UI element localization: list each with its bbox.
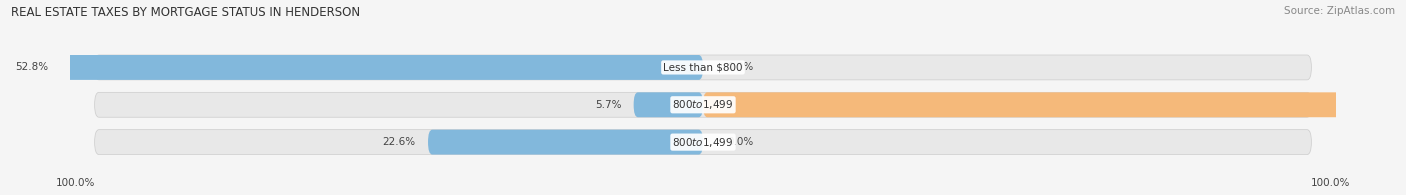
FancyBboxPatch shape	[703, 92, 1406, 117]
Text: Less than $800: Less than $800	[664, 62, 742, 73]
FancyBboxPatch shape	[634, 92, 703, 117]
Text: 52.8%: 52.8%	[15, 62, 48, 73]
Text: Source: ZipAtlas.com: Source: ZipAtlas.com	[1284, 6, 1395, 16]
Text: REAL ESTATE TAXES BY MORTGAGE STATUS IN HENDERSON: REAL ESTATE TAXES BY MORTGAGE STATUS IN …	[11, 6, 360, 19]
FancyBboxPatch shape	[427, 130, 703, 155]
Text: 5.7%: 5.7%	[595, 100, 621, 110]
Text: 100.0%: 100.0%	[1310, 178, 1350, 188]
FancyBboxPatch shape	[60, 55, 703, 80]
FancyBboxPatch shape	[94, 130, 1312, 155]
Text: $800 to $1,499: $800 to $1,499	[672, 98, 734, 111]
Text: 100.0%: 100.0%	[56, 178, 96, 188]
Text: $800 to $1,499: $800 to $1,499	[672, 136, 734, 149]
Text: 0.0%: 0.0%	[727, 62, 754, 73]
Text: 0.0%: 0.0%	[727, 137, 754, 147]
FancyBboxPatch shape	[94, 55, 1312, 80]
Text: 22.6%: 22.6%	[382, 137, 416, 147]
FancyBboxPatch shape	[94, 92, 1312, 117]
